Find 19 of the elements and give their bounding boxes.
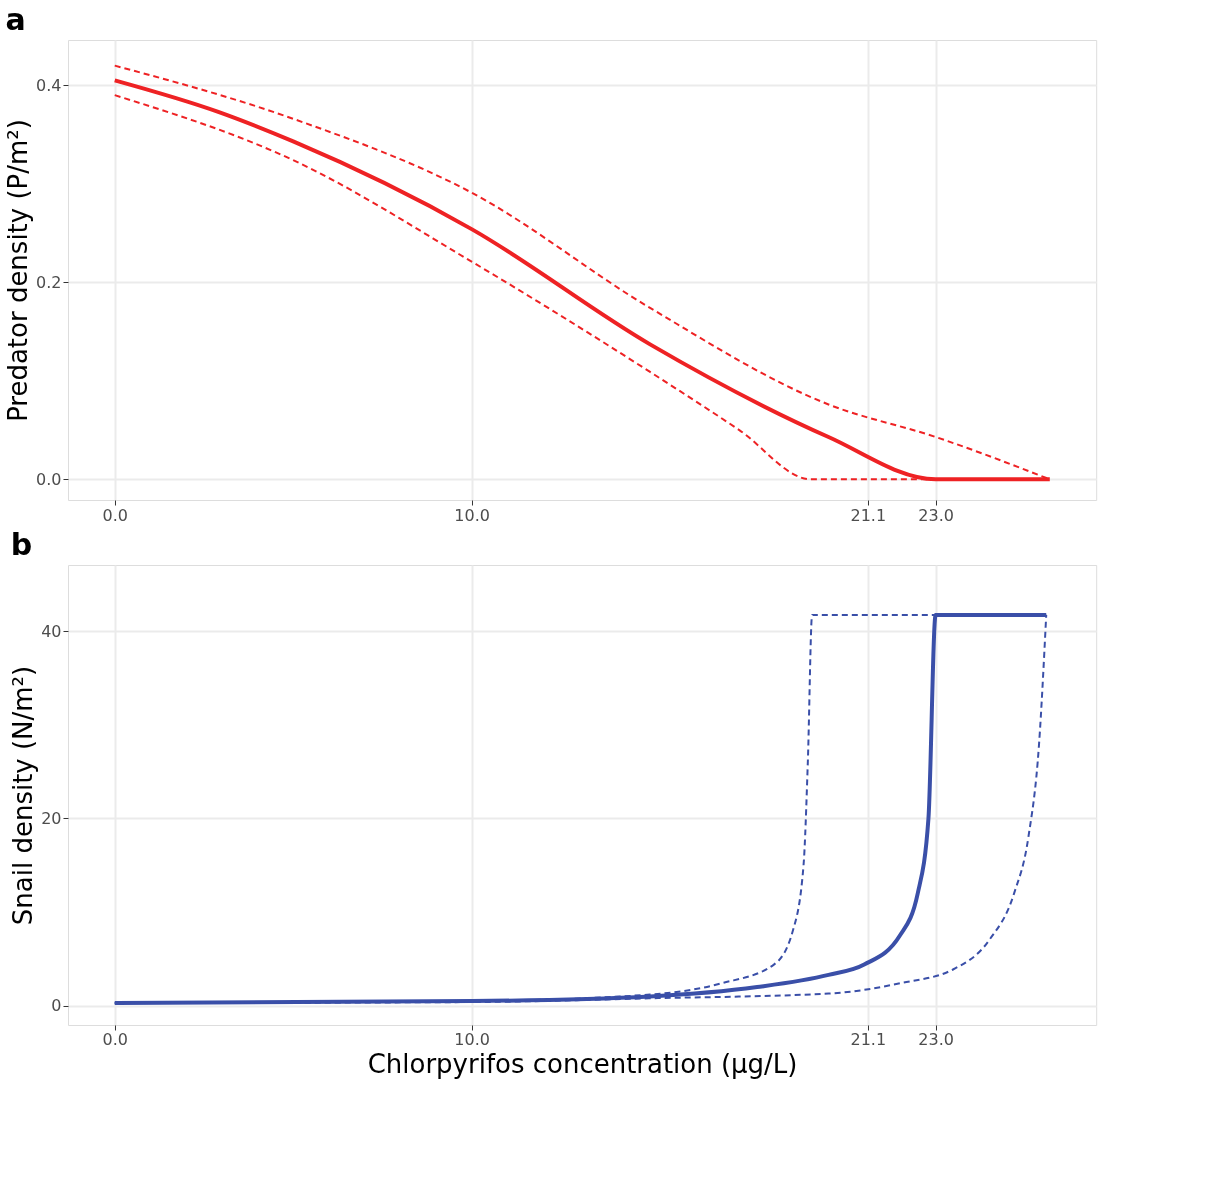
y-tick-label: 0.0 [36, 469, 62, 489]
y-tick-label: 0.4 [36, 75, 62, 95]
x-tick-label: 21.1 [850, 1030, 887, 1050]
x-axis-title: Chlorpyrifos concentration (µg/L) [367, 1049, 798, 1080]
y-axis-title: Predator density (P/m²) [3, 119, 34, 422]
y-tick-label: 20 [41, 808, 62, 828]
chart-title: b [10, 527, 33, 562]
x-tick-label: 23.0 [918, 505, 954, 525]
y-tick-label: 40 [41, 621, 62, 641]
x-tick-label: 0.0 [102, 1030, 128, 1050]
y-tick-label: 0 [51, 996, 62, 1016]
y-axis-title: Snail density (N/m²) [8, 665, 39, 926]
x-tick-label: 21.1 [850, 505, 887, 525]
chart-title: a [5, 2, 26, 38]
x-tick-label: 0.0 [102, 505, 128, 525]
x-tick-label: 23.0 [918, 1030, 954, 1050]
y-tick-label: 0.2 [36, 272, 62, 292]
x-tick-label: 10.0 [454, 1030, 490, 1050]
x-tick-label: 10.0 [454, 505, 490, 525]
